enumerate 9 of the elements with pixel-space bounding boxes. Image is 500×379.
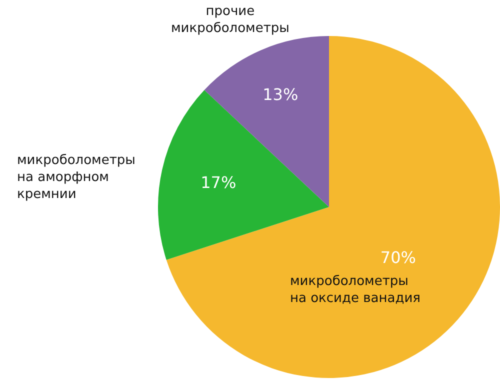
data-label: 17% <box>200 172 236 192</box>
data-label: 70% <box>380 248 416 267</box>
data-label: 13% <box>262 85 298 104</box>
pie-slice <box>204 36 329 207</box>
slice-label: прочие микроболометры <box>171 4 290 36</box>
slice-label: микроболометры на аморфном кремнии <box>17 153 136 202</box>
pie-slice <box>166 36 500 378</box>
pie-slice <box>158 90 329 260</box>
slice-label: микроболометры на оксиде ванадия <box>290 274 420 306</box>
